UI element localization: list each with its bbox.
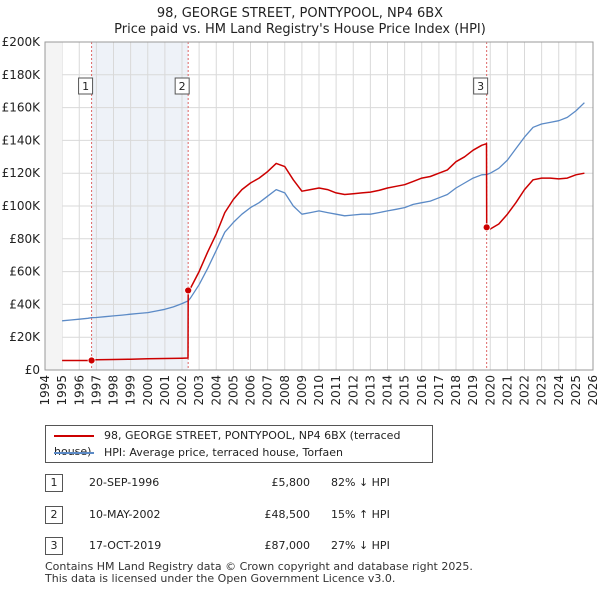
sale-point	[184, 286, 193, 295]
x-tick-label: 2022	[518, 375, 532, 406]
attribution: Contains HM Land Registry data © Crown c…	[45, 561, 473, 585]
y-tick-label: £100K	[2, 199, 42, 213]
y-tick-label: £60K	[9, 265, 41, 279]
x-tick-label: 2016	[415, 375, 429, 406]
transaction-number-badge: 1	[45, 474, 63, 492]
x-tick-label: 2020	[483, 375, 497, 406]
price-chart: £0 £20K £40K £60K £80K £100K £120K £140K £160K £1…	[2, 35, 600, 406]
hpi-series-line	[62, 102, 585, 322]
sale-marker-badge	[174, 77, 190, 95]
x-tick-label: 2005	[226, 375, 240, 406]
y-tick-label: £40K	[9, 297, 41, 311]
chart-subtitle: Price paid vs. HM Land Registry's House …	[114, 22, 486, 37]
transaction-date: 17-OCT-2019	[89, 539, 162, 552]
sale-point	[482, 223, 491, 232]
sale-marker-badge	[78, 77, 94, 95]
y-tick-label: £180K	[2, 68, 42, 82]
chart-legend: 98, GEORGE STREET, PONTYPOOL, NP4 6BX (t…	[45, 425, 433, 463]
legend-swatch-hpi	[54, 452, 94, 454]
chart-title: 98, GEORGE STREET, PONTYPOOL, NP4 6BX	[156, 6, 444, 21]
x-tick-label: 2002	[175, 375, 189, 406]
transaction-price: £87,000	[264, 539, 311, 552]
legend-swatch-price	[54, 435, 94, 437]
x-tick-label: 2023	[535, 375, 549, 406]
x-tick-label: 2025	[569, 375, 583, 406]
y-tick-label: £120K	[2, 166, 42, 180]
attribution-line-1: Contains HM Land Registry data © Crown c…	[45, 560, 473, 573]
legend-label-price: 98, GEORGE STREET, PONTYPOOL, NP4 6BX (t…	[54, 429, 401, 458]
transaction-hpi-change: 82% ↓ HPI	[331, 476, 390, 489]
x-tick-label: 2010	[312, 375, 326, 406]
x-tick-label: 2019	[466, 375, 480, 406]
transaction-date: 20-SEP-1996	[89, 476, 160, 489]
legend-item-hpi: HPI: Average price, terraced house, Torf…	[54, 445, 343, 461]
x-tick-label: 2026	[586, 375, 600, 406]
legend-label-hpi: HPI: Average price, terraced house, Torf…	[104, 446, 343, 459]
transaction-price: £5,800	[271, 476, 311, 489]
transaction-number-badge: 3	[45, 537, 63, 555]
sale-marker-badge	[473, 77, 489, 95]
sale-point	[87, 356, 96, 365]
y-tick-label: £140K	[2, 133, 42, 147]
transaction-number-badge: 2	[45, 506, 63, 524]
x-tick-label: 2001	[158, 375, 172, 406]
y-tick-label: £160K	[2, 101, 42, 115]
y-tick-label: £200K	[2, 35, 42, 49]
x-tick-label: 2006	[244, 375, 258, 406]
x-tick-label: 2014	[381, 375, 395, 406]
transaction-row: 2 10-MAY-2002 £48,500 15% ↑ HPI	[45, 506, 565, 528]
x-tick-label: 2017	[432, 375, 446, 406]
x-tick-label: 2011	[329, 375, 343, 406]
x-tick-label: 1996	[72, 375, 86, 406]
plot-frame	[44, 41, 594, 371]
x-tick-label: 2012	[346, 375, 360, 406]
attribution-line-2: This data is licensed under the Open Gov…	[45, 572, 396, 585]
x-tick-label: 1999	[124, 375, 138, 406]
x-tick-label: 2013	[363, 375, 377, 406]
transaction-hpi-change: 27% ↓ HPI	[331, 539, 390, 552]
legend-item-price: 98, GEORGE STREET, PONTYPOOL, NP4 6BX (t…	[54, 428, 432, 458]
y-tick-label: £80K	[9, 232, 41, 246]
price-series-line	[62, 142, 585, 362]
x-tick-label: 2009	[295, 375, 309, 406]
y-tick-label: £0	[25, 363, 40, 377]
x-tick-label: 1998	[107, 375, 121, 406]
transaction-date: 10-MAY-2002	[89, 508, 161, 521]
sale-marker-label: 1	[82, 80, 89, 93]
sale-marker-label: 2	[179, 80, 186, 93]
transaction-row: 1 20-SEP-1996 £5,800 82% ↓ HPI	[45, 474, 565, 496]
x-tick-label: 2018	[449, 375, 463, 406]
transaction-price: £48,500	[264, 508, 311, 521]
y-tick-label: £20K	[9, 330, 41, 344]
x-tick-label: 2007	[261, 375, 275, 406]
x-tick-label: 1997	[89, 375, 103, 406]
no-data-region	[45, 42, 63, 370]
x-tick-label: 1994	[38, 375, 52, 406]
x-tick-label: 2015	[398, 375, 412, 406]
sale-marker-label: 3	[477, 80, 484, 93]
x-tick-label: 1995	[55, 375, 69, 406]
x-tick-label: 2024	[552, 375, 566, 406]
x-tick-label: 2008	[278, 375, 292, 406]
x-tick-label: 2000	[141, 375, 155, 406]
x-tick-label: 2003	[192, 375, 206, 406]
transaction-hpi-change: 15% ↑ HPI	[331, 508, 390, 521]
x-tick-label: 2021	[500, 375, 514, 406]
x-tick-label: 2004	[209, 375, 223, 406]
transaction-row: 3 17-OCT-2019 £87,000 27% ↓ HPI	[45, 537, 565, 559]
